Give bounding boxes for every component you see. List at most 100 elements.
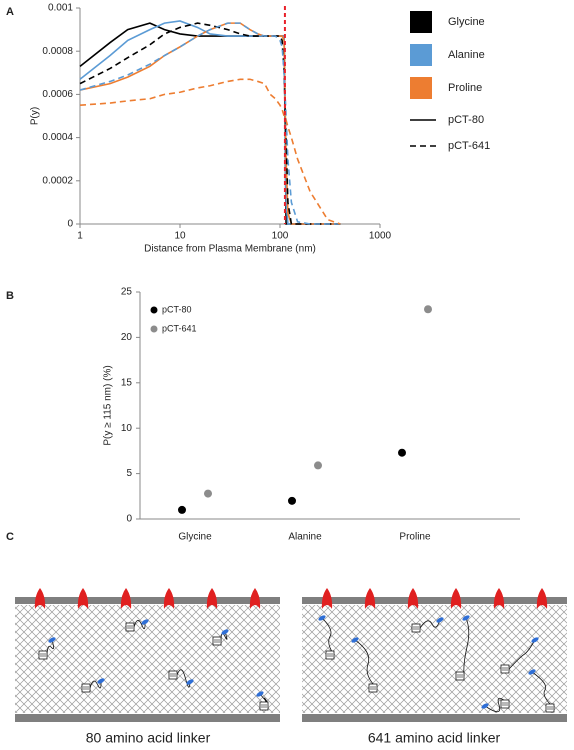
y-tick-label: 0.0002 [42,175,73,186]
anchor [38,650,48,660]
x-tick-label: Glycine [178,532,212,543]
ligand [436,617,444,623]
receptor [206,588,218,609]
legend-swatch [410,44,432,66]
point [204,489,212,498]
ligand [351,637,359,643]
anchor [368,683,378,693]
y-tick-label: 10 [121,423,133,434]
legend-label: pCT-80 [162,304,192,314]
x-tick-label: 1000 [369,231,392,242]
linker [419,619,441,629]
point [424,305,432,314]
ligand [186,679,194,685]
point [314,461,322,470]
ligand [528,669,536,675]
anchor [500,664,510,674]
anchor [545,703,555,713]
legend-label: pCT-641 [448,140,490,152]
point [178,505,186,514]
substrate [302,714,567,722]
y-tick-label: 0.001 [48,3,73,14]
point [398,448,406,457]
anchor [125,622,135,632]
plasma-membrane [302,597,567,604]
ligand [481,703,489,709]
linker [463,617,470,677]
ligand [48,637,56,643]
caption: 80 amino acid linker [86,730,211,746]
linker [133,619,146,630]
linker [484,697,510,713]
anchor [259,701,269,711]
caption: 641 amino acid linker [368,730,501,746]
ligand [256,691,264,697]
x-tick-label: Alanine [288,532,322,543]
anchor [325,650,335,660]
y-tick-label: 25 [121,287,133,298]
legend-label: Glycine [448,16,485,28]
receptor [536,588,548,609]
legend-label: Proline [448,82,482,94]
line-series [79,22,341,225]
linker [508,639,536,670]
line-series [79,22,341,225]
anchor [81,683,91,693]
ligand [97,678,105,684]
line-series [79,78,341,225]
receptor [450,588,462,609]
legend-marker [150,306,158,314]
anchor [168,670,178,680]
line-series [79,22,341,225]
receptor [163,588,175,609]
linker [354,639,378,689]
y-tick-label: 0.0008 [42,46,73,57]
legend-swatch [410,11,432,33]
x-tick-label: 10 [174,231,186,242]
receptor [407,588,419,609]
ligand [141,619,149,625]
y-tick-label: 0 [126,514,132,525]
linker [176,669,191,688]
linker [531,671,555,709]
anchor [212,636,222,646]
receptor [249,588,261,609]
anchor [411,623,421,633]
y-tick-label: 20 [121,332,133,343]
anchor [455,671,465,681]
linker [321,617,335,656]
line-series [79,20,341,225]
linker [220,631,228,642]
panel-label: A [6,6,14,18]
receptor [321,588,333,609]
receptor [493,588,505,609]
legend-label: Alanine [448,49,485,61]
legend-label: pCT-641 [162,323,197,333]
x-tick-label: 1 [77,231,83,242]
receptor [77,588,89,609]
extracellular-matrix [302,605,567,713]
y-tick-label: 5 [126,468,132,479]
substrate [15,714,280,722]
legend-label: pCT-80 [448,114,484,126]
anchor [500,699,510,709]
linker [46,639,55,656]
receptor [364,588,376,609]
panel-label: B [6,290,14,302]
linker [259,693,269,707]
panel-label: C [6,531,14,543]
line-series [79,22,341,225]
x-tick-label: Proline [399,532,431,543]
linker [89,680,102,689]
point [288,496,296,505]
legend-marker [150,325,158,333]
y-axis-label: P(y) [30,107,41,125]
x-tick-label: 100 [272,231,289,242]
legend-swatch [410,77,432,99]
extracellular-matrix [15,605,280,713]
y-tick-label: 0 [67,219,73,230]
receptor [120,588,132,609]
x-axis-label: Distance from Plasma Membrane (nm) [144,244,316,255]
ligand [531,637,539,643]
